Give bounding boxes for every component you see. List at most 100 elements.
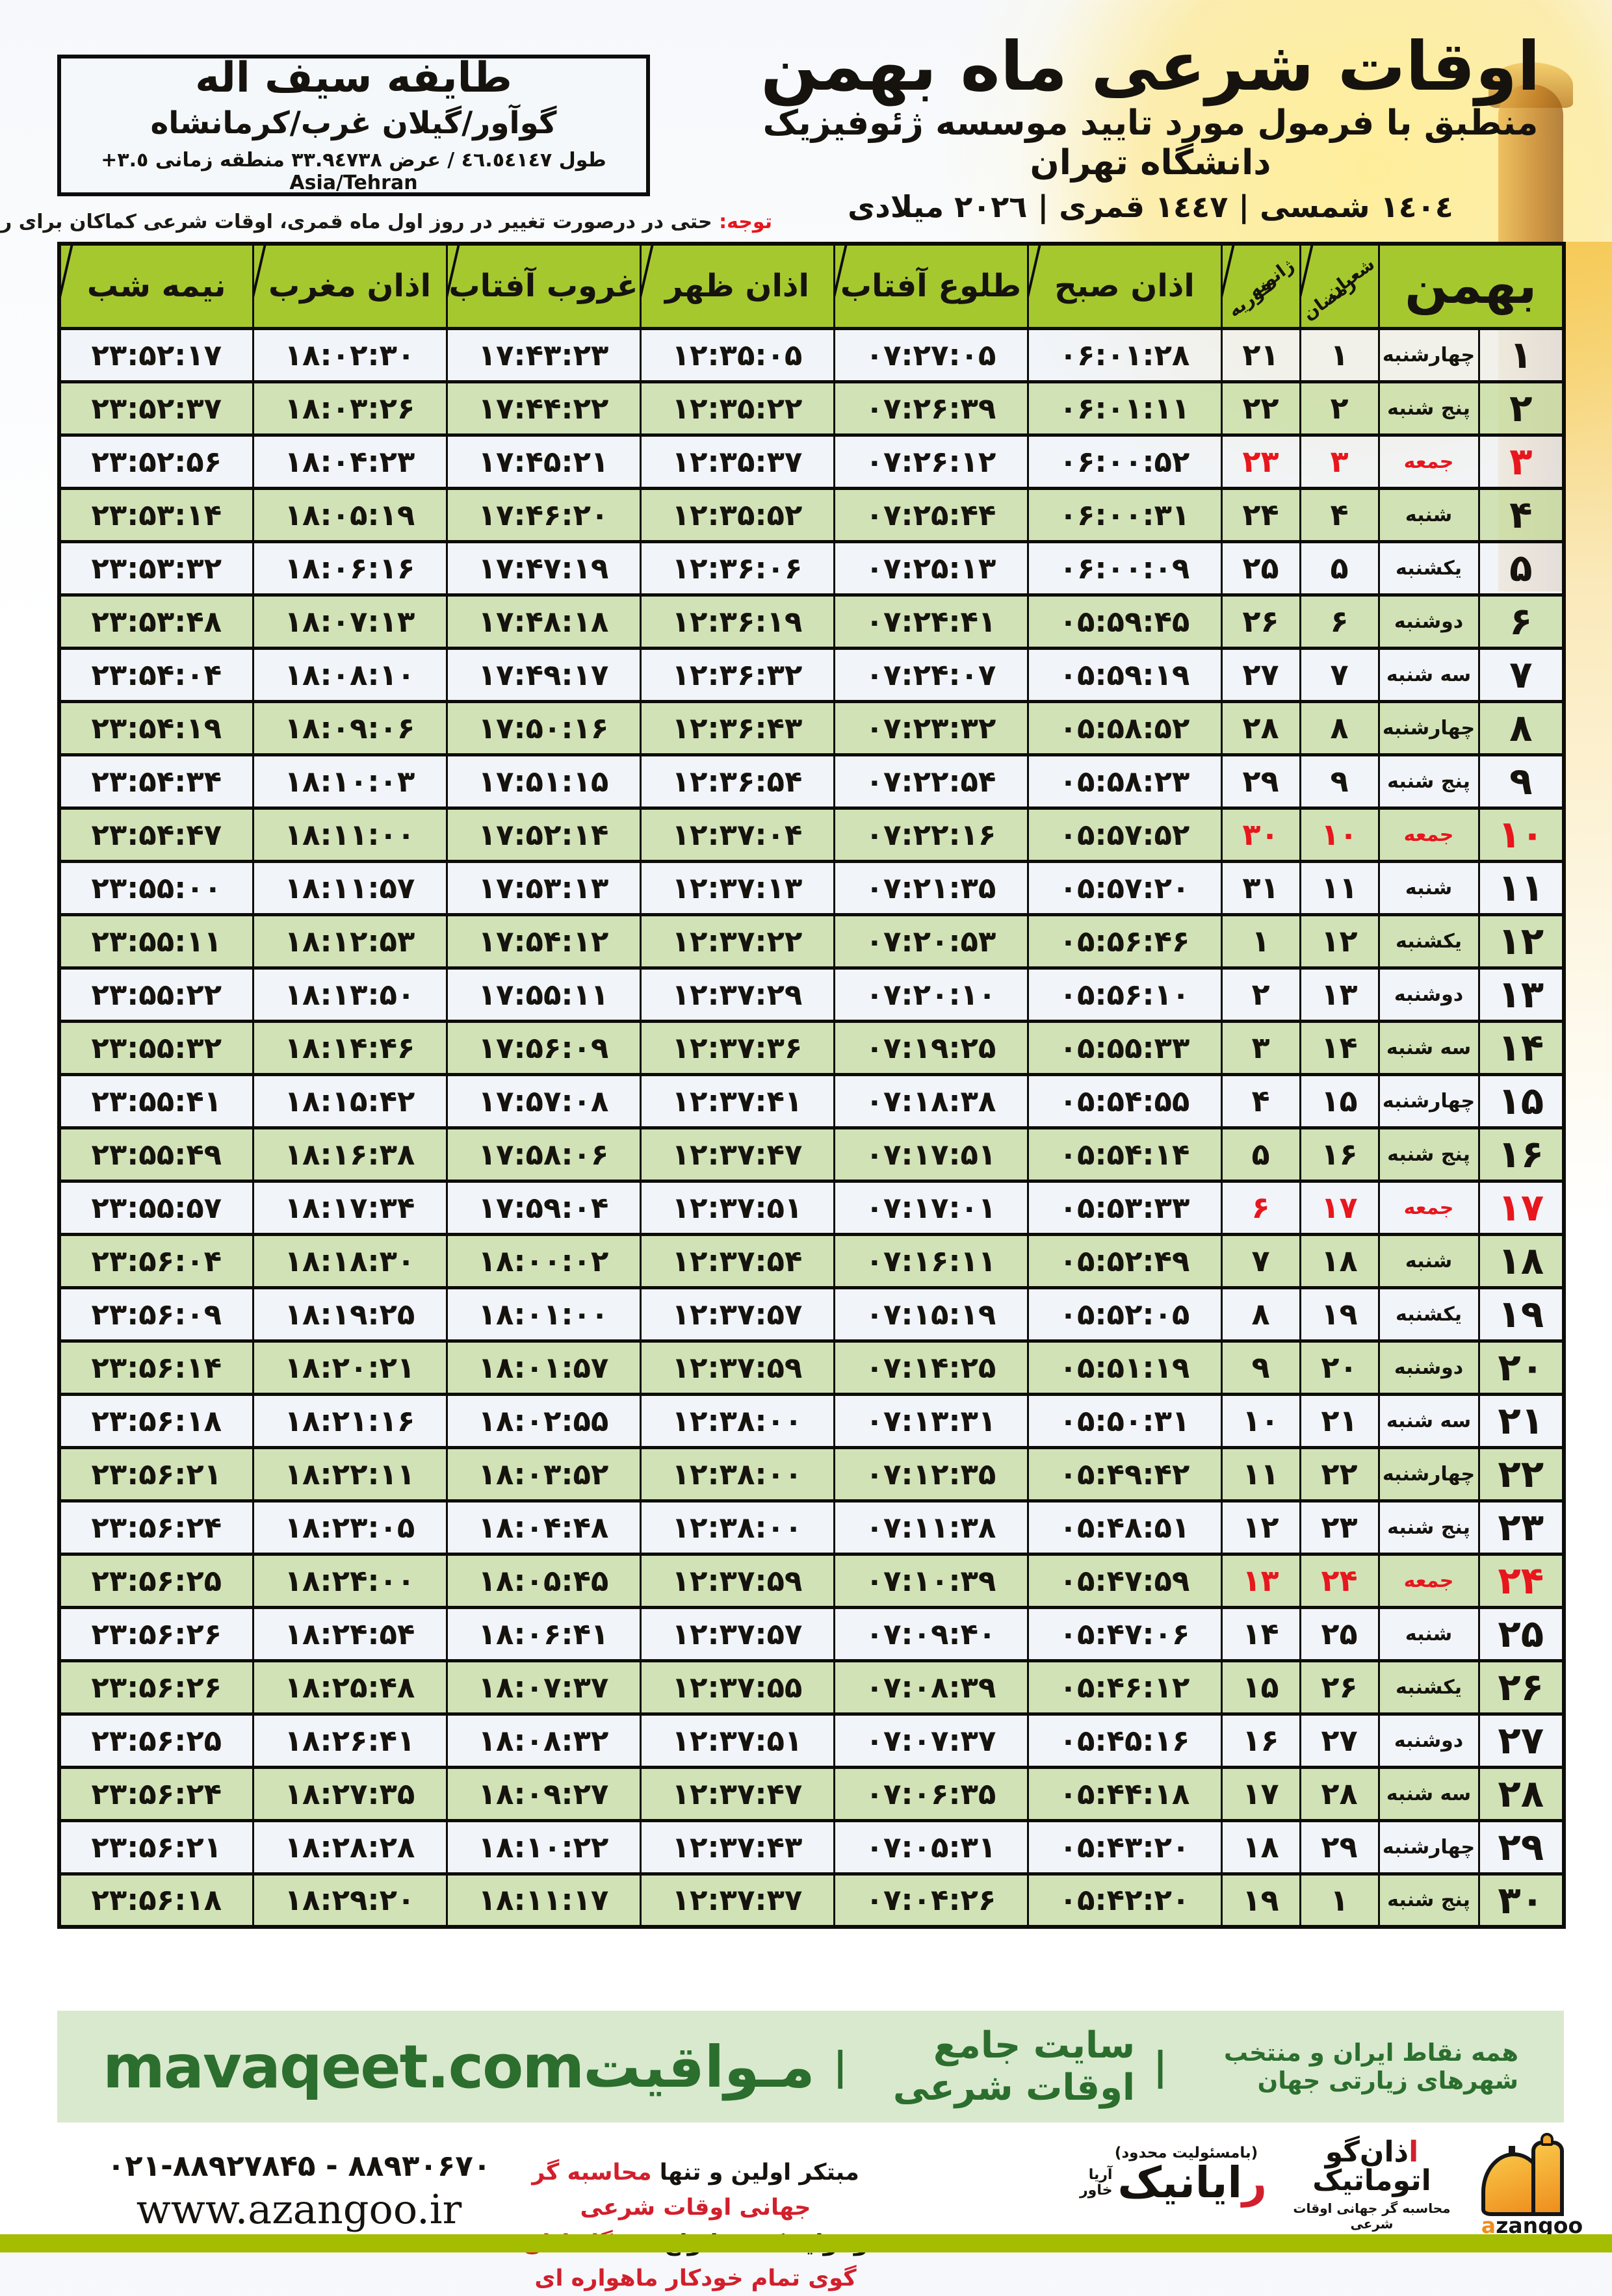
cell-sunrise-time: ۰۷:۱۴:۲۵	[833, 1339, 1028, 1394]
azangoo-tagline: محاسبه گر جهانی اوقات شرعی	[1293, 2200, 1451, 2232]
cell-hijri-day: ۲	[1299, 380, 1379, 435]
cell-maghrib-time: ۱۸:۱۶:۳۸	[252, 1126, 447, 1181]
cell-gregorian-day: ۱۹	[1220, 1872, 1300, 1927]
cell-bahman-day: ۲۴	[1477, 1552, 1565, 1607]
cell-midnight-time: ۲۳:۵۶:۰۴	[58, 1232, 253, 1287]
azangoo-initial: ا	[1409, 2135, 1419, 2169]
azangoo-logo: اذان‌گو اتوماتیک محاسبه گر جهانی اوقات ش…	[1274, 2133, 1583, 2238]
cell-maghrib-time: ۱۸:۰۹:۰۶	[252, 699, 447, 755]
cell-hijri-day: ۲۲	[1299, 1445, 1379, 1501]
column-header-noon: اذان ظهر	[639, 242, 834, 328]
cell-sunset-time: ۱۸:۰۱:۵۷	[445, 1339, 640, 1394]
cell-gregorian-day: ۱۷	[1220, 1765, 1300, 1820]
table-row: ۷ سه شنبه ۷ ۲۷ ۰۵:۵۹:۱۹ ۰۷:۲۴:۰۷ ۱۲:۳۶:۳…	[58, 646, 1565, 701]
mosque-icon: azangoo	[1481, 2133, 1583, 2238]
cell-sunset-time: ۱۷:۵۴:۱۲	[445, 912, 640, 968]
cell-noon-time: ۱۲:۳۸:۰۰	[639, 1392, 834, 1447]
cell-hijri-day: ۲۰	[1299, 1339, 1379, 1394]
cell-maghrib-time: ۱۸:۱۹:۲۵	[252, 1285, 447, 1341]
column-header-fajr: اذان صبح	[1026, 242, 1221, 328]
table-row: ۲۱ سه شنبه ۲۱ ۱۰ ۰۵:۵۰:۳۱ ۰۷:۱۳:۳۱ ۱۲:۳۸…	[58, 1392, 1565, 1447]
cell-midnight-time: ۲۳:۵۶:۲۵	[58, 1712, 253, 1767]
table-row: ۳ جمعه ۳ ۲۳ ۰۶:۰۰:۵۲ ۰۷:۲۶:۱۲ ۱۲:۳۵:۳۷ ۱…	[58, 433, 1565, 488]
cell-noon-time: ۱۲:۳۷:۵۹	[639, 1552, 834, 1607]
cell-weekday: سه شنبه	[1377, 1765, 1479, 1820]
cell-gregorian-day: ۸	[1220, 1285, 1300, 1341]
cell-noon-time: ۱۲:۳۵:۲۲	[639, 380, 834, 435]
cell-gregorian-day: ۲۲	[1220, 380, 1300, 435]
cell-sunrise-time: ۰۷:۲۴:۰۷	[833, 646, 1028, 701]
cell-sunrise-time: ۰۷:۲۴:۴۱	[833, 593, 1028, 648]
cell-hijri-day: ۱۷	[1299, 1179, 1379, 1234]
cell-midnight-time: ۲۳:۵۶:۲۴	[58, 1765, 253, 1820]
cell-weekday: دوشنبه	[1377, 1712, 1479, 1767]
cell-fajr-time: ۰۵:۵۸:۲۳	[1026, 753, 1221, 808]
cell-weekday: شنبه	[1377, 1605, 1479, 1660]
cell-sunrise-time: ۰۷:۲۵:۱۳	[833, 539, 1028, 595]
cell-sunrise-time: ۰۷:۲۷:۰۵	[833, 326, 1028, 381]
cell-midnight-time: ۲۳:۵۴:۳۴	[58, 753, 253, 808]
cell-noon-time: ۱۲:۳۷:۵۷	[639, 1605, 834, 1660]
table-row: ۱۷ جمعه ۱۷ ۶ ۰۵:۵۳:۳۳ ۰۷:۱۷:۰۱ ۱۲:۳۷:۵۱ …	[58, 1179, 1565, 1234]
cell-maghrib-time: ۱۸:۱۸:۳۰	[252, 1232, 447, 1287]
cell-midnight-time: ۲۳:۵۵:۴۱	[58, 1072, 253, 1128]
cell-gregorian-day: ۲	[1220, 966, 1300, 1021]
cell-weekday: چهارشنبه	[1377, 326, 1479, 381]
azangoo-url[interactable]: www.azangoo.ir	[136, 2186, 462, 2233]
cell-maghrib-time: ۱۸:۱۵:۴۲	[252, 1072, 447, 1128]
cell-sunrise-time: ۰۷:۲۱:۳۵	[833, 859, 1028, 914]
cell-bahman-day: ۲۵	[1477, 1605, 1565, 1660]
mavaqeet-url[interactable]: mavaqeet.com	[103, 2032, 584, 2102]
cell-bahman-day: ۱۷	[1477, 1179, 1565, 1234]
cell-gregorian-day: ۲۷	[1220, 646, 1300, 701]
cell-noon-time: ۱۲:۳۷:۲۹	[639, 966, 834, 1021]
cell-midnight-time: ۲۳:۵۶:۲۶	[58, 1605, 253, 1660]
cell-sunset-time: ۱۸:۰۷:۳۷	[445, 1658, 640, 1714]
cell-bahman-day: ۲۸	[1477, 1765, 1565, 1820]
cell-fajr-time: ۰۵:۴۵:۱۶	[1026, 1712, 1221, 1767]
cell-sunrise-time: ۰۷:۱۳:۳۱	[833, 1392, 1028, 1447]
cell-bahman-day: ۲۹	[1477, 1818, 1565, 1874]
table-row: ۲ پنج شنبه ۲ ۲۲ ۰۶:۰۱:۱۱ ۰۷:۲۶:۳۹ ۱۲:۳۵:…	[58, 380, 1565, 435]
cell-weekday: دوشنبه	[1377, 1339, 1479, 1394]
cell-maghrib-time: ۱۸:۲۶:۴۱	[252, 1712, 447, 1767]
cell-gregorian-day: ۵	[1220, 1126, 1300, 1181]
table-row: ۲۹ چهارشنبه ۲۹ ۱۸ ۰۵:۴۳:۲۰ ۰۷:۰۵:۳۱ ۱۲:۳…	[58, 1818, 1565, 1874]
cell-fajr-time: ۰۵:۵۰:۳۱	[1026, 1392, 1221, 1447]
cell-gregorian-day: ۹	[1220, 1339, 1300, 1394]
cell-hijri-day: ۱۳	[1299, 966, 1379, 1021]
site-description: سایت جامع اوقات شرعی	[892, 2024, 1136, 2109]
rayanik-logo: (بامسئولیت محدود) رایانیک آریا خاور	[1066, 2145, 1280, 2204]
cell-noon-time: ۱۲:۳۸:۰۰	[639, 1499, 834, 1554]
cell-weekday: یکشنبه	[1377, 1285, 1479, 1341]
cell-hijri-day: ۱۰	[1299, 806, 1379, 861]
cell-bahman-day: ۲۷	[1477, 1712, 1565, 1767]
cell-noon-time: ۱۲:۳۷:۵۹	[639, 1339, 834, 1394]
cell-noon-time: ۱۲:۳۶:۵۴	[639, 753, 834, 808]
cell-midnight-time: ۲۳:۵۴:۰۴	[58, 646, 253, 701]
cell-bahman-day: ۲۰	[1477, 1339, 1565, 1394]
table-row: ۲۷ دوشنبه ۲۷ ۱۶ ۰۵:۴۵:۱۶ ۰۷:۰۷:۳۷ ۱۲:۳۷:…	[58, 1712, 1565, 1767]
promo-line1-red: محاسبه گر جهانی اوقات شرعی	[532, 2160, 811, 2221]
cell-sunrise-time: ۰۷:۲۲:۱۶	[833, 806, 1028, 861]
cell-fajr-time: ۰۶:۰۰:۰۹	[1026, 539, 1221, 595]
cell-gregorian-day: ۲۹	[1220, 753, 1300, 808]
cell-midnight-time: ۲۳:۵۵:۰۰	[58, 859, 253, 914]
cell-bahman-day: ۲۱	[1477, 1392, 1565, 1447]
mavaqeet-brand: مـواقیت	[583, 2033, 815, 2100]
cell-gregorian-day: ۱	[1220, 912, 1300, 968]
cell-weekday: شنبه	[1377, 486, 1479, 541]
cell-hijri-day: ۱۴	[1299, 1019, 1379, 1074]
cell-noon-time: ۱۲:۳۷:۵۴	[639, 1232, 834, 1287]
cell-sunrise-time: ۰۷:۲۶:۳۹	[833, 380, 1028, 435]
cell-sunset-time: ۱۸:۰۰:۰۲	[445, 1232, 640, 1287]
cell-hijri-day: ۳	[1299, 433, 1379, 488]
cell-hijri-day: ۲۸	[1299, 1765, 1379, 1820]
cell-midnight-time: ۲۳:۵۴:۱۹	[58, 699, 253, 755]
cell-gregorian-day: ۳	[1220, 1019, 1300, 1074]
cell-noon-time: ۱۲:۳۷:۱۳	[639, 859, 834, 914]
cell-gregorian-day: ۲۴	[1220, 486, 1300, 541]
cell-gregorian-day: ۲۱	[1220, 326, 1300, 381]
cell-fajr-time: ۰۵:۵۷:۲۰	[1026, 859, 1221, 914]
cell-gregorian-day: ۱۸	[1220, 1818, 1300, 1874]
